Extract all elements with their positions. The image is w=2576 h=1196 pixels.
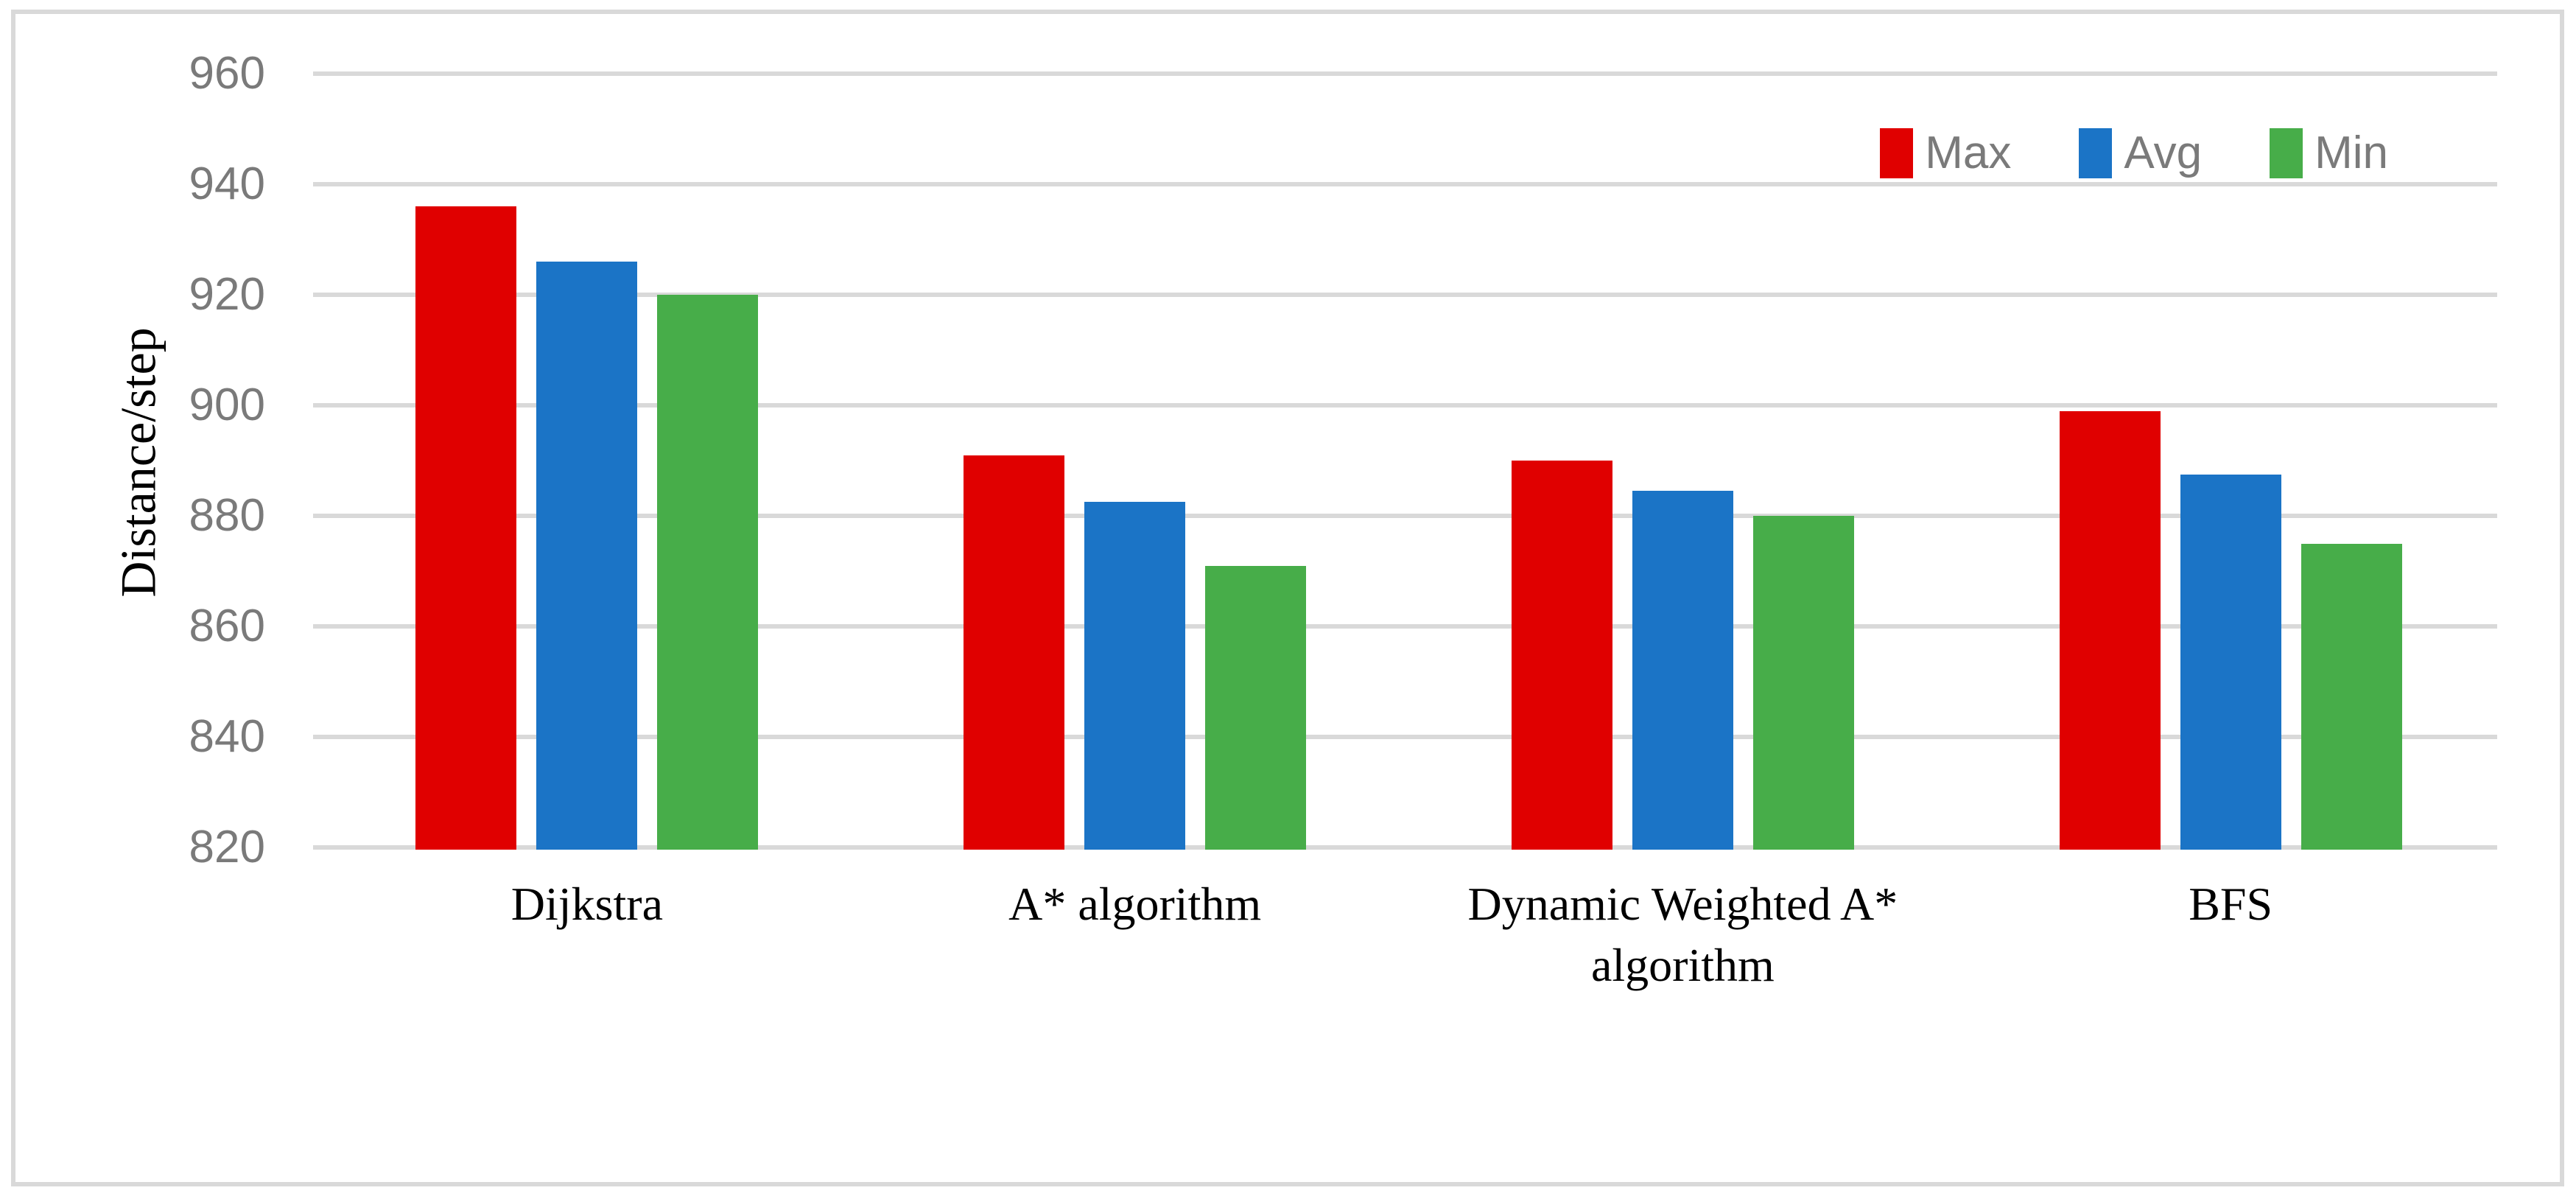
bar-a-algorithm-max	[964, 455, 1065, 850]
y-tick-label-920: 920	[189, 269, 265, 320]
bar-dynamic-weighted-a-algorithm-min	[1752, 516, 1854, 850]
x-category-label-1: Dijkstra	[510, 878, 663, 930]
legend-label-max: Max	[1925, 127, 2012, 178]
y-tick-label-840: 840	[189, 711, 265, 762]
bar-dijkstra-max	[415, 206, 517, 850]
y-tick-label-900: 900	[189, 380, 265, 430]
gridline-900	[313, 403, 2497, 408]
bar-bfs-max	[2059, 410, 2161, 850]
gridline-960	[313, 71, 2497, 76]
gridline-860	[313, 624, 2497, 629]
legend-item-min: Min	[2270, 127, 2388, 179]
gridline-920	[313, 293, 2497, 297]
bar-dijkstra-avg	[536, 262, 638, 850]
bar-dynamic-weighted-a-algorithm-max	[1511, 461, 1612, 850]
bar-dynamic-weighted-a-algorithm-avg	[1632, 491, 1733, 850]
bar-a-algorithm-min	[1205, 565, 1307, 850]
chart-frame-border	[11, 10, 2564, 1186]
gridline-840	[313, 735, 2497, 739]
bar-a-algorithm-avg	[1084, 502, 1186, 850]
legend-item-max: Max	[1880, 127, 2011, 179]
legend-swatch-avg	[2079, 127, 2113, 178]
x-category-label-4: BFS	[2189, 878, 2273, 930]
gridline-940	[313, 182, 2497, 186]
legend-label-min: Min	[2314, 127, 2388, 178]
y-tick-label-960: 960	[189, 48, 265, 99]
y-tick-label-940: 940	[189, 158, 265, 209]
legend-swatch-max	[1880, 127, 1914, 178]
y-tick-label-860: 860	[189, 601, 265, 651]
bar-dijkstra-min	[657, 295, 759, 850]
legend-label-avg: Avg	[2124, 127, 2203, 178]
legend-swatch-min	[2270, 127, 2303, 178]
x-category-label-2: A* algorithm	[1008, 878, 1262, 930]
x-category-label-3: Dynamic Weighted A* algorithm	[1467, 878, 1898, 991]
chart-legend: Max Avg Min	[1880, 127, 2388, 179]
gridline-880	[313, 514, 2497, 518]
y-tick-label-880: 880	[189, 490, 265, 541]
bar-bfs-avg	[2180, 474, 2281, 850]
gridline-820	[313, 845, 2497, 850]
legend-item-avg: Avg	[2079, 127, 2202, 179]
y-tick-label-820: 820	[189, 822, 265, 872]
bar-bfs-min	[2300, 543, 2402, 850]
